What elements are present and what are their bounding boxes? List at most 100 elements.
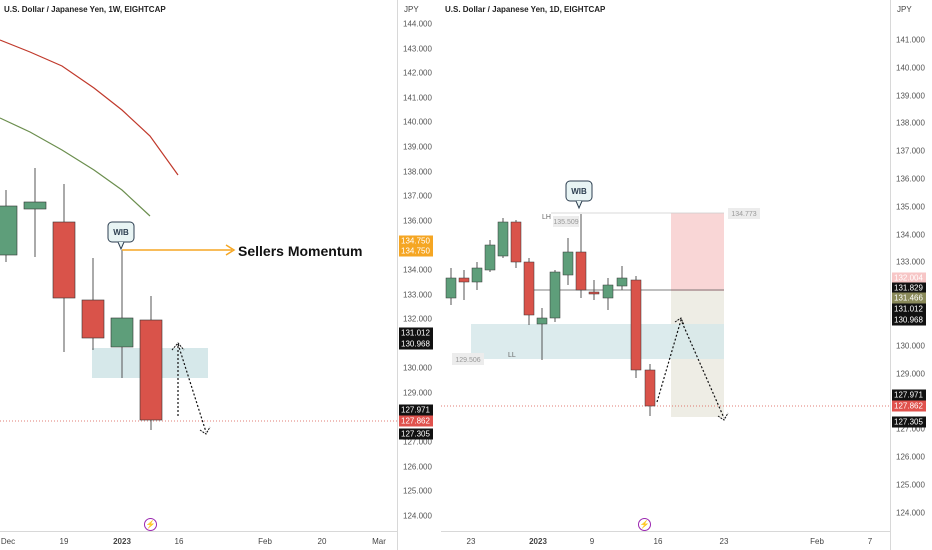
time-tick-label: 20 bbox=[317, 537, 327, 546]
wib-label: WIB bbox=[571, 187, 587, 196]
time-tick-label: 23 bbox=[466, 537, 476, 546]
price-tick-label: 142.000 bbox=[403, 68, 432, 78]
weekly-price-axis[interactable]: JPY 144.000 143.000 142.000 141.000 140.000 1… bbox=[397, 0, 441, 550]
candle-body[interactable] bbox=[644, 369, 656, 407]
time-tick-label: Mar bbox=[372, 537, 386, 546]
price-tick-label: 143.000 bbox=[403, 44, 432, 54]
price-marker-label: 131.829 bbox=[892, 282, 926, 294]
weekly-time-axis[interactable]: Dec 19 2023 16 Feb 20 Mar bbox=[0, 531, 397, 550]
projection-arrowhead bbox=[717, 412, 729, 421]
momentum-arrowhead bbox=[225, 244, 236, 256]
wib-label: WIB bbox=[113, 228, 129, 237]
price-marker-label: 134.750 bbox=[399, 245, 433, 257]
weekly-chart-title: U.S. Dollar / Japanese Yen, 1W, EIGHTCAP bbox=[4, 5, 166, 14]
candle-body[interactable] bbox=[497, 221, 509, 257]
price-tag-bg bbox=[728, 208, 760, 219]
candle-body[interactable] bbox=[110, 317, 134, 348]
price-marker-label: 131.466 bbox=[892, 292, 926, 304]
candle-body[interactable] bbox=[575, 251, 587, 291]
candle-body[interactable] bbox=[0, 205, 18, 256]
time-tick-label: 16 bbox=[653, 537, 663, 546]
daily-axis-unit: JPY bbox=[897, 5, 912, 14]
candle-body[interactable] bbox=[458, 277, 470, 283]
price-tick-label: 125.000 bbox=[403, 486, 432, 496]
risk-zone[interactable] bbox=[671, 213, 724, 291]
wib-callout-pointer bbox=[575, 200, 583, 210]
moving-average-line bbox=[0, 117, 151, 217]
time-tick-label: 19 bbox=[59, 537, 69, 546]
candle-body[interactable] bbox=[536, 317, 548, 325]
price-tick-label: 136.000 bbox=[896, 174, 925, 184]
candle-body[interactable] bbox=[549, 271, 561, 319]
price-tick-label: 139.000 bbox=[403, 142, 432, 152]
price-marker-label: 127.305 bbox=[399, 428, 433, 440]
time-tick-label: 2023 bbox=[113, 537, 131, 546]
price-marker-label: 127.305 bbox=[892, 416, 926, 428]
ll-label: LL bbox=[508, 352, 516, 359]
candle-body[interactable] bbox=[562, 251, 574, 276]
projection-path bbox=[656, 318, 725, 419]
price-marker-label: 127.971 bbox=[399, 404, 433, 416]
candle-body[interactable] bbox=[630, 279, 642, 371]
flash-icon[interactable]: ⚡ bbox=[638, 518, 651, 531]
price-tag-bg bbox=[553, 216, 579, 227]
price-tick-label: 127.000 bbox=[403, 437, 432, 447]
price-tick-label: 130.000 bbox=[896, 341, 925, 351]
price-tick-label: 138.000 bbox=[896, 118, 925, 128]
candle-body[interactable] bbox=[23, 201, 47, 210]
support-zone[interactable] bbox=[471, 324, 724, 359]
price-tick-label: 124.000 bbox=[896, 508, 925, 518]
price-tick-label: 134.000 bbox=[403, 265, 432, 275]
price-marker-label: 127.862 bbox=[399, 415, 433, 427]
weekly-chart-pane[interactable]: WIB Sellers Momentum U.S. Dollar / Japane… bbox=[0, 0, 397, 550]
target-price-tag: 134.773 bbox=[731, 211, 756, 218]
projection-arrowhead bbox=[199, 426, 211, 435]
moving-average-line bbox=[0, 39, 179, 176]
candle-body[interactable] bbox=[588, 291, 600, 295]
projection-arrowhead bbox=[171, 342, 185, 351]
daily-chart-title: U.S. Dollar / Japanese Yen, 1D, EIGHTCAP bbox=[445, 5, 606, 14]
price-marker-label: 130.968 bbox=[892, 314, 926, 326]
price-tick-label: 136.000 bbox=[403, 216, 432, 226]
price-tick-label: 138.000 bbox=[403, 167, 432, 177]
lh-price-tag: 135.509 bbox=[553, 219, 578, 226]
price-marker-label: 127.971 bbox=[892, 389, 926, 401]
time-tick-label: 16 bbox=[174, 537, 184, 546]
ll-price-tag: 129.506 bbox=[455, 357, 480, 364]
price-tag-bg bbox=[452, 353, 484, 365]
flash-icon[interactable]: ⚡ bbox=[144, 518, 157, 531]
time-tick-label: 2023 bbox=[529, 537, 547, 546]
candle-body[interactable] bbox=[510, 221, 522, 263]
time-tick-label: Feb bbox=[258, 537, 272, 546]
candle-body[interactable] bbox=[445, 277, 457, 299]
price-marker-label: 131.012 bbox=[399, 327, 433, 339]
price-tick-label: 126.000 bbox=[403, 462, 432, 472]
lh-label: LH bbox=[542, 214, 551, 221]
candle-body[interactable] bbox=[484, 244, 496, 271]
candle-body[interactable] bbox=[616, 277, 628, 287]
price-tick-label: 141.000 bbox=[403, 93, 432, 103]
candle-body[interactable] bbox=[139, 319, 163, 421]
daily-price-axis[interactable]: JPY 141.000 140.000 139.000 138.000 137.000 1… bbox=[890, 0, 932, 550]
candle-body[interactable] bbox=[52, 221, 76, 299]
price-tick-label: 126.000 bbox=[896, 452, 925, 462]
wib-callout-pointer bbox=[117, 241, 125, 251]
price-marker-label: 132.004 bbox=[892, 272, 926, 284]
daily-chart-pane[interactable]: LH 135.509 134.773 129.506 LL WIB U.S. Dollar… bbox=[441, 0, 890, 550]
price-tick-label: 140.000 bbox=[896, 63, 925, 73]
price-tick-label: 133.000 bbox=[896, 257, 925, 267]
candle-body[interactable] bbox=[81, 299, 105, 339]
weekly-chart-canvas[interactable]: WIB Sellers Momentum bbox=[0, 0, 397, 550]
price-tick-label: 144.000 bbox=[403, 19, 432, 29]
price-tick-label: 141.000 bbox=[896, 35, 925, 45]
candle-body[interactable] bbox=[471, 267, 483, 283]
price-tick-label: 124.000 bbox=[403, 511, 432, 521]
price-tick-label: 130.000 bbox=[403, 363, 432, 373]
daily-time-axis[interactable]: 23 2023 9 16 23 Feb 7 bbox=[441, 531, 890, 550]
price-tick-label: 135.000 bbox=[896, 202, 925, 212]
time-tick-label: Dec bbox=[0, 537, 16, 546]
candle-body[interactable] bbox=[602, 284, 614, 299]
candle-body[interactable] bbox=[523, 261, 535, 316]
price-tick-label: 129.000 bbox=[403, 388, 432, 398]
